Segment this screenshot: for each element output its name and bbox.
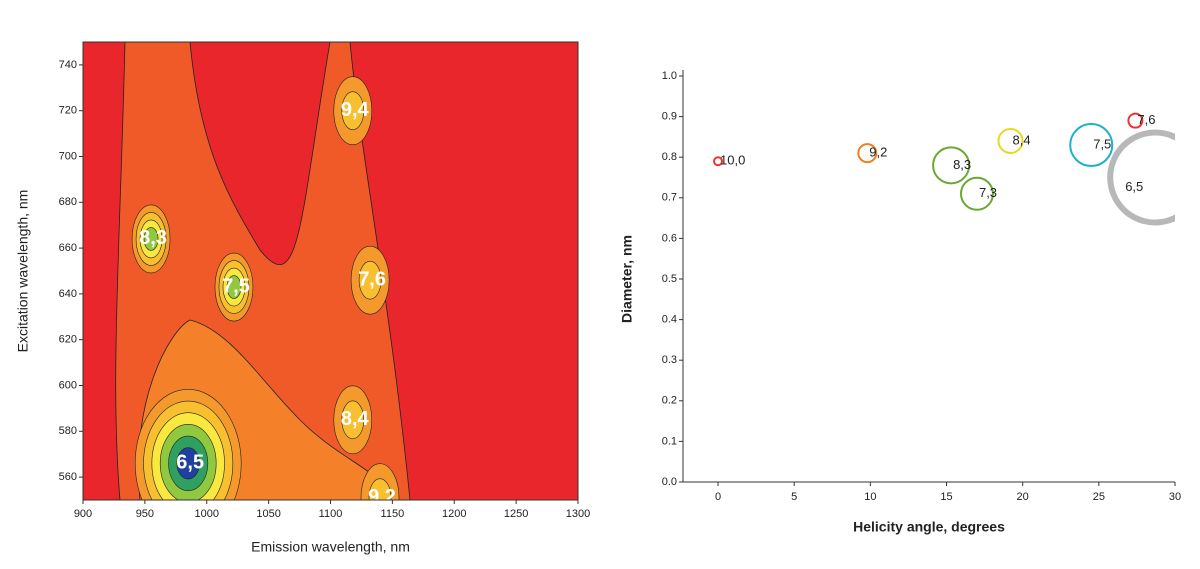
peak-label: 7,5 [222,275,250,297]
peak [231,285,236,290]
y-tick-label: 0.6 [662,232,677,244]
x-tick-label: 5 [791,491,797,503]
bubble [857,143,878,164]
x-axis-label: Emission wavelength, nm [251,539,410,555]
x-tick-label: 1000 [195,508,219,520]
peak-label: 6,5 [176,452,204,474]
x-tick-label: 1200 [442,508,466,520]
x-tick-label: 0 [715,491,721,503]
bubble [997,127,1024,154]
bubble-label: 7,3 [979,185,997,200]
contour-level [368,478,392,500]
peak-label: 8,3 [139,227,167,249]
peak [186,461,191,466]
y-tick-label: 620 [59,334,77,346]
bubble-label: 8,4 [1012,132,1030,147]
bubble [959,176,994,211]
peak [350,417,355,422]
y-tick-label: 1.0 [662,70,677,82]
contour-chart: 6,5 8,3 7,5 7,6 9,4 8,4 9,2 900 950 1000 1050 1100 1… [15,41,590,555]
y-tick-label: 0.3 [662,354,677,366]
plot-area [713,112,1175,226]
x-tick-label: 25 [1093,491,1105,503]
y-tick-label: 0.4 [662,314,677,326]
y-tick-label: 640 [59,288,77,300]
bubble-label: 7,5 [1093,136,1111,151]
peak [149,236,154,241]
bubble [1127,112,1144,129]
peak [368,278,373,283]
x-tick-label: 900 [74,508,92,520]
bubble [713,156,724,167]
x-tick-label: 950 [136,508,154,520]
x-tick-label: 1150 [381,508,405,520]
peak-label: 8,4 [341,408,370,430]
y-tick-label: 0.7 [662,192,677,204]
peak-label: 9,4 [341,99,370,121]
x-tick-label: 1050 [256,508,280,520]
plot-area: 6,5 8,3 7,5 7,6 9,4 8,4 9,2 [83,42,578,508]
bubble [1069,123,1114,168]
y-tick-label: 680 [59,196,77,208]
x-tick-label: 1100 [319,508,343,520]
y-tick-label: 700 [59,150,77,162]
peak [378,495,382,500]
y-tick-label: 580 [59,425,77,437]
peak-label: 7,6 [358,268,386,290]
x-tick-label: 20 [1017,491,1029,503]
y-tick-label: 660 [59,242,77,254]
y-tick-label: 0.8 [662,151,677,163]
y-tick-label: 740 [59,59,77,71]
bubble-label: 8,3 [953,157,971,172]
bubble-label: 7,6 [1137,112,1155,127]
y-tick-label: 720 [59,105,77,117]
peak [350,108,355,113]
x-tick-label: 30 [1169,491,1181,503]
y-tick-label: 0.2 [662,395,677,407]
bubble-label: 9,2 [869,145,887,160]
bubble-chart: 10,0 9,2 8,3 7,3 8,4 7,5 7,6 6,5 0 5 10 15 20 25 30 0.0… [619,70,1181,535]
x-tick-label: 15 [940,491,952,503]
y-tick-label: 560 [59,471,77,483]
bubble [1107,129,1175,226]
y-tick-label: 600 [59,379,77,391]
x-axis-label: Helicity angle, degrees [853,519,1005,535]
y-tick-label: 0.0 [662,476,677,488]
y-axis-label: Diameter, nm [619,235,635,323]
x-tick-label: 1250 [504,508,528,520]
peak-label: 9,2 [368,486,396,508]
y-tick-label: 0.9 [662,111,677,123]
x-tick-label: 10 [864,491,876,503]
y-axis-label: Excitation wavelength, nm [15,190,31,353]
bubble-label: 10,0 [720,153,745,168]
bubble-label: 6,5 [1125,179,1143,194]
y-tick-label: 0.1 [662,435,677,447]
y-tick-label: 0.5 [662,273,677,285]
x-tick-label: 1300 [566,508,590,520]
bubble [932,146,971,185]
